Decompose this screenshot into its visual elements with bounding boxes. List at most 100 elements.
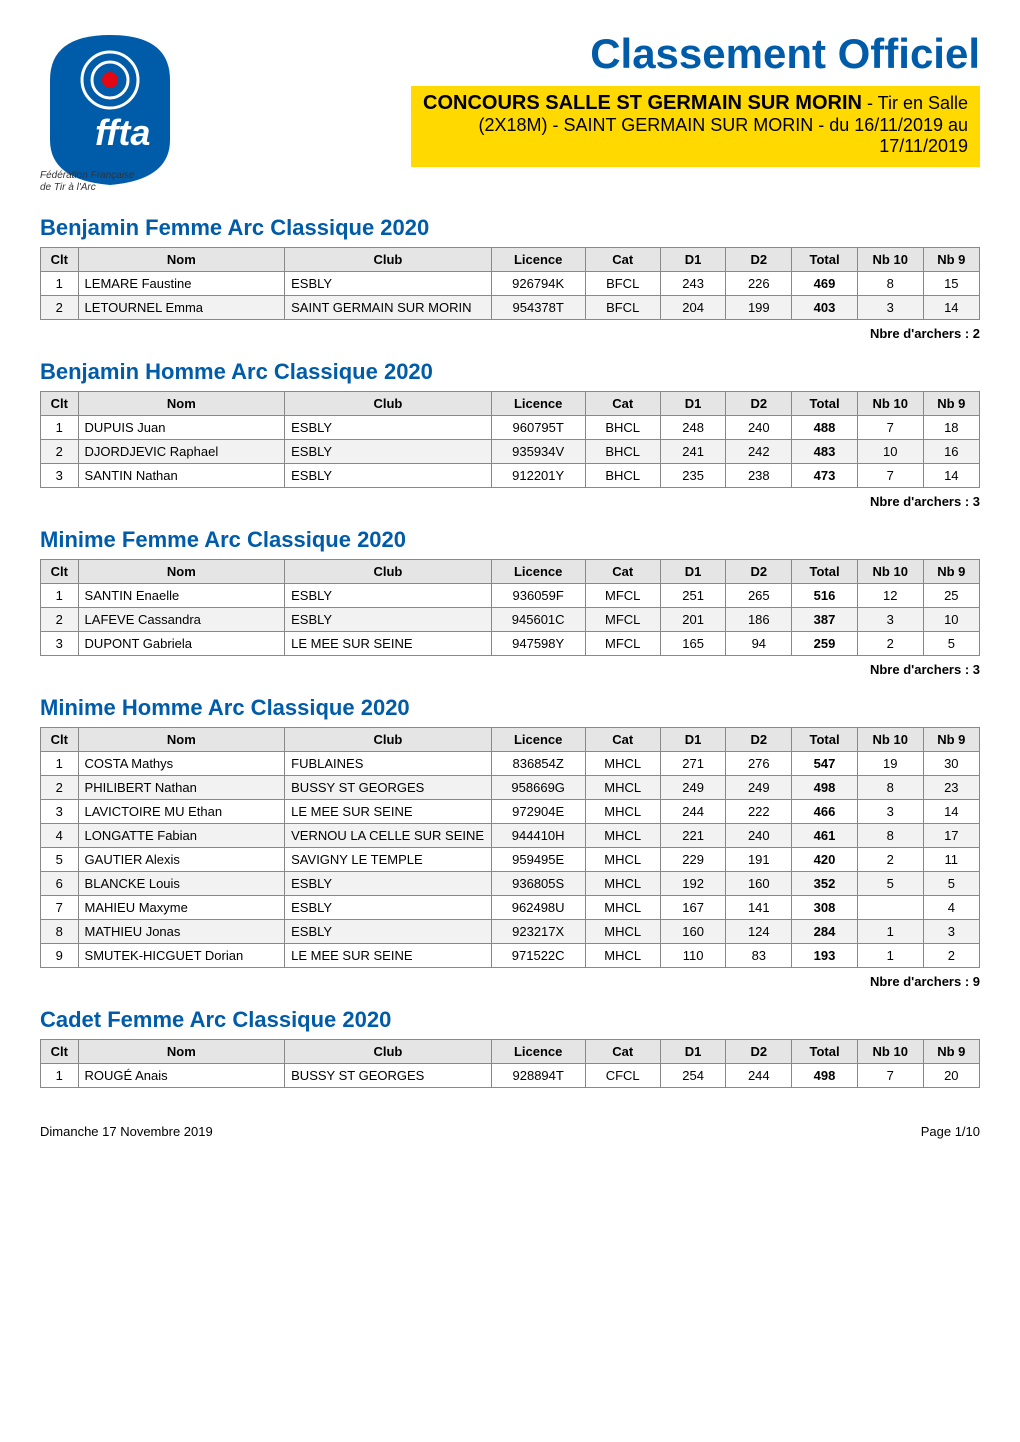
column-header: Cat xyxy=(585,248,660,272)
table-cell: ROUGÉ Anais xyxy=(78,1064,285,1088)
section-title: Benjamin Femme Arc Classique 2020 xyxy=(40,215,980,241)
table-cell: 954378T xyxy=(491,296,585,320)
archer-count: Nbre d'archers : 2 xyxy=(40,326,980,341)
table-cell: 10 xyxy=(857,440,923,464)
column-header: Licence xyxy=(491,728,585,752)
table-cell: 11 xyxy=(923,848,979,872)
table-row: 2LAFEVE CassandraESBLY945601CMFCL2011863… xyxy=(41,608,980,632)
table-cell: 469 xyxy=(792,272,858,296)
subtitle-line1: CONCOURS SALLE ST GERMAIN SUR MORIN - Ti… xyxy=(423,92,968,115)
table-row: 2LETOURNEL EmmaSAINT GERMAIN SUR MORIN95… xyxy=(41,296,980,320)
table-cell: 972904E xyxy=(491,800,585,824)
column-header: Nb 9 xyxy=(923,728,979,752)
column-header: D2 xyxy=(726,248,792,272)
column-header: Clt xyxy=(41,248,79,272)
table-cell: ESBLY xyxy=(285,416,492,440)
column-header: Clt xyxy=(41,560,79,584)
table-cell: 1 xyxy=(41,752,79,776)
table-cell: 7 xyxy=(857,416,923,440)
table-cell: 352 xyxy=(792,872,858,896)
table-cell: ESBLY xyxy=(285,584,492,608)
column-header: D1 xyxy=(660,728,726,752)
table-cell: 958669G xyxy=(491,776,585,800)
column-header: D1 xyxy=(660,1040,726,1064)
table-cell: 1 xyxy=(41,416,79,440)
column-header: Nom xyxy=(78,248,285,272)
table-cell: 923217X xyxy=(491,920,585,944)
column-header: Total xyxy=(792,728,858,752)
table-cell: MHCL xyxy=(585,752,660,776)
table-cell: SANTIN Enaelle xyxy=(78,584,285,608)
results-table: CltNomClubLicenceCatD1D2TotalNb 10Nb 91C… xyxy=(40,727,980,968)
header-text-block: Classement Officiel CONCOURS SALLE ST GE… xyxy=(200,30,980,167)
table-cell: ESBLY xyxy=(285,608,492,632)
table-cell: 221 xyxy=(660,824,726,848)
table-cell: MFCL xyxy=(585,584,660,608)
section-title: Minime Femme Arc Classique 2020 xyxy=(40,527,980,553)
column-header: Nb 9 xyxy=(923,1040,979,1064)
table-cell: 4 xyxy=(923,896,979,920)
table-cell: 498 xyxy=(792,1064,858,1088)
table-cell: 14 xyxy=(923,464,979,488)
subtitle-line3: 17/11/2019 xyxy=(423,136,968,157)
column-header: Nb 9 xyxy=(923,392,979,416)
column-header: Club xyxy=(285,560,492,584)
table-cell: 254 xyxy=(660,1064,726,1088)
column-header: Licence xyxy=(491,248,585,272)
table-row: 3DUPONT GabrielaLE MEE SUR SEINE947598YM… xyxy=(41,632,980,656)
table-cell: 249 xyxy=(726,776,792,800)
table-cell: 2 xyxy=(41,776,79,800)
table-cell: LE MEE SUR SEINE xyxy=(285,632,492,656)
table-cell: PHILIBERT Nathan xyxy=(78,776,285,800)
table-cell: 191 xyxy=(726,848,792,872)
table-cell: 271 xyxy=(660,752,726,776)
table-cell: 945601C xyxy=(491,608,585,632)
logo: ffta Fédération Française de Tir à l'Arc xyxy=(40,30,180,195)
table-cell: 8 xyxy=(41,920,79,944)
table-cell: 15 xyxy=(923,272,979,296)
table-cell: 240 xyxy=(726,416,792,440)
table-cell: 936805S xyxy=(491,872,585,896)
table-cell: BUSSY ST GEORGES xyxy=(285,776,492,800)
table-cell: 387 xyxy=(792,608,858,632)
table-cell: DUPONT Gabriela xyxy=(78,632,285,656)
table-cell: SAINT GERMAIN SUR MORIN xyxy=(285,296,492,320)
table-row: 1LEMARE FaustineESBLY926794KBFCL24322646… xyxy=(41,272,980,296)
table-cell: 16 xyxy=(923,440,979,464)
table-cell: BHCL xyxy=(585,464,660,488)
table-row: 1ROUGÉ AnaisBUSSY ST GEORGES928894TCFCL2… xyxy=(41,1064,980,1088)
footer-left: Dimanche 17 Novembre 2019 xyxy=(40,1124,213,1139)
table-cell: 3 xyxy=(857,800,923,824)
table-cell: 265 xyxy=(726,584,792,608)
table-cell: 6 xyxy=(41,872,79,896)
table-cell: MFCL xyxy=(585,632,660,656)
table-cell: 8 xyxy=(857,272,923,296)
table-cell: 1 xyxy=(41,584,79,608)
table-cell: 160 xyxy=(726,872,792,896)
table-cell: 5 xyxy=(857,872,923,896)
column-header: Nb 10 xyxy=(857,392,923,416)
table-cell: 17 xyxy=(923,824,979,848)
table-cell: 466 xyxy=(792,800,858,824)
table-row: 2PHILIBERT NathanBUSSY ST GEORGES958669G… xyxy=(41,776,980,800)
table-cell: 165 xyxy=(660,632,726,656)
column-header: Licence xyxy=(491,1040,585,1064)
table-cell: 124 xyxy=(726,920,792,944)
table-cell: 242 xyxy=(726,440,792,464)
table-cell: 2 xyxy=(923,944,979,968)
table-cell: 2 xyxy=(41,608,79,632)
page-header: ffta Fédération Française de Tir à l'Arc… xyxy=(40,30,980,195)
table-cell: SAVIGNY LE TEMPLE xyxy=(285,848,492,872)
table-cell: 241 xyxy=(660,440,726,464)
table-cell: 222 xyxy=(726,800,792,824)
svg-text:ffta: ffta xyxy=(95,112,150,153)
table-cell: MHCL xyxy=(585,776,660,800)
column-header: D1 xyxy=(660,560,726,584)
table-cell: 3 xyxy=(41,632,79,656)
table-cell: 25 xyxy=(923,584,979,608)
table-cell: ESBLY xyxy=(285,464,492,488)
table-cell: 229 xyxy=(660,848,726,872)
table-cell: BUSSY ST GEORGES xyxy=(285,1064,492,1088)
column-header: D1 xyxy=(660,248,726,272)
column-header: Club xyxy=(285,248,492,272)
